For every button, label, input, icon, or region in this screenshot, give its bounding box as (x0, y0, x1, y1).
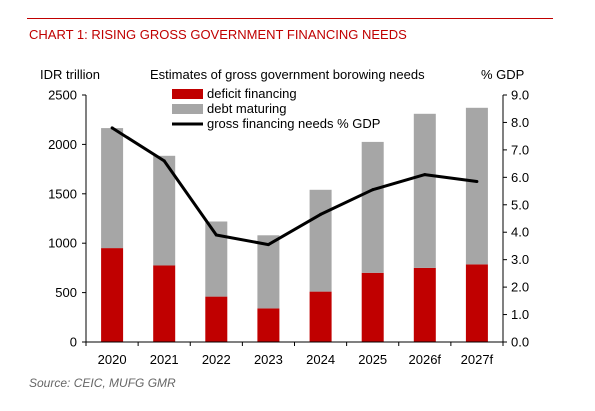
bar-deficit-financing-2021 (153, 265, 176, 342)
bar-debt-maturing-2023 (257, 235, 280, 309)
point-gross-financing-needs-2027f (475, 180, 479, 183)
bar-deficit-financing-2023 (257, 308, 280, 342)
right-tick-label: 9.0 (511, 88, 529, 103)
legend-gross-financing-needs-label: gross financing needs % GDP (207, 116, 380, 131)
legend-debt-maturing-label: debt maturing (207, 101, 287, 116)
line-gross-financing-needs (111, 126, 478, 247)
source-note: Source: CEIC, MUFG GMR (29, 376, 176, 390)
point-gross-financing-needs-2024 (319, 212, 323, 216)
bar-deficit-financing-2025 (361, 272, 384, 342)
right-tick-label: 6.0 (511, 170, 529, 185)
x-tick-label-2024: 2024 (306, 352, 335, 367)
right-tick-label: 5.0 (511, 197, 529, 212)
left-tick-label: 0 (70, 335, 77, 350)
x-tick-label-2020: 2020 (98, 352, 127, 367)
bar-deficit-financing-2022 (205, 296, 228, 342)
bar-debt-maturing-2024 (309, 189, 332, 292)
title-rule (27, 18, 553, 19)
right-tick-label: 8.0 (511, 115, 529, 130)
point-gross-financing-needs-2020 (110, 126, 114, 130)
bar-debt-maturing-2022 (205, 221, 228, 297)
line-group (110, 126, 479, 247)
right-axis-label: % GDP (481, 67, 524, 82)
bar-deficit-financing-2027f (465, 264, 488, 342)
bar-debt-maturing-2020 (101, 128, 124, 249)
point-gross-financing-needs-2021 (162, 159, 166, 163)
right-tick-label: 0.0 (511, 335, 529, 350)
legend-deficit-financing-swatch (172, 89, 203, 99)
legend-debt-maturing-swatch (172, 104, 203, 114)
right-tick-label: 7.0 (511, 142, 529, 157)
left-tick-label: 1000 (48, 236, 77, 251)
left-tick-label: 2000 (48, 137, 77, 152)
x-tick-label-2027f: 2027f (461, 352, 494, 367)
point-gross-financing-needs-2026f (423, 173, 427, 177)
right-tick-label: 1.0 (511, 307, 529, 322)
bar-deficit-financing-2024 (309, 291, 332, 342)
left-tick-label: 1500 (48, 186, 77, 201)
x-tick-label-2021: 2021 (150, 352, 179, 367)
point-gross-financing-needs-2023 (266, 243, 270, 247)
right-tick-label: 2.0 (511, 280, 529, 295)
x-tick-label-2025: 2025 (358, 352, 387, 367)
left-tick-label: 500 (55, 285, 77, 300)
bar-debt-maturing-2021 (153, 155, 176, 266)
chart-subtitle: Estimates of gross government borowing n… (150, 67, 425, 82)
right-tick-label: 4.0 (511, 225, 529, 240)
right-tick-label: 3.0 (511, 252, 529, 267)
bar-deficit-financing-2020 (101, 248, 124, 342)
point-gross-financing-needs-2025 (371, 188, 375, 192)
chart-title: CHART 1: RISING GROSS GOVERNMENT FINANCI… (29, 27, 407, 42)
legend-deficit-financing-label: deficit financing (207, 86, 297, 101)
left-axis-label: IDR trillion (40, 67, 100, 82)
bar-deficit-financing-2026f (413, 267, 436, 342)
bar-debt-maturing-2026f (413, 113, 436, 268)
left-tick-label: 2500 (48, 88, 77, 103)
bars-group (101, 107, 488, 342)
x-tick-label-2023: 2023 (254, 352, 283, 367)
point-gross-financing-needs-2022 (214, 233, 218, 237)
bar-debt-maturing-2027f (465, 107, 488, 265)
x-tick-label-2026f: 2026f (409, 352, 442, 367)
bar-debt-maturing-2025 (361, 141, 384, 273)
axes-group: 0 500 1000 1500 2000 2500 0.0 1.0 2.0 3.0 4.0 5.0 6.… (48, 88, 529, 368)
x-tick-label-2022: 2022 (202, 352, 231, 367)
